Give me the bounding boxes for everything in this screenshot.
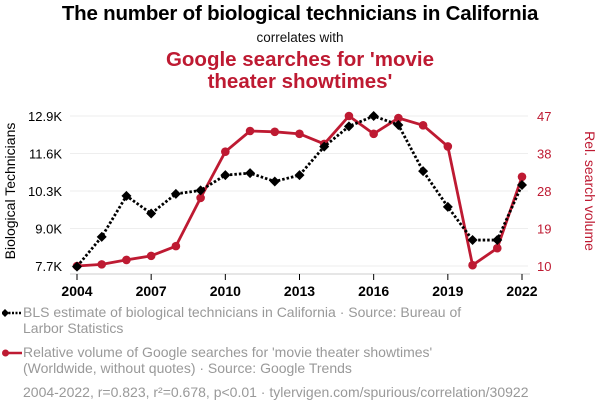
y-right-tick-label: 47 — [537, 109, 551, 124]
x-tick-label: 2022 — [506, 283, 537, 299]
gridlines — [70, 115, 528, 267]
data-point-google-searches — [245, 126, 255, 136]
chart-title-secondary: Google searches for 'movie theater showt… — [165, 48, 435, 93]
y-left-tick-label: 11.6K — [29, 147, 62, 162]
correlation-footer: 2004-2022, r=0.823, r²=0.678, p<0.01 · t… — [23, 384, 529, 400]
chart-subtitle: correlates with — [256, 30, 344, 45]
x-tick-label: 2016 — [358, 283, 389, 299]
y-left-tick-label: 7.7K — [35, 259, 62, 274]
x-tick-label: 2019 — [432, 283, 463, 299]
data-point-biological-technicians — [121, 190, 132, 201]
data-point-biological-technicians — [220, 170, 231, 181]
series-biological-technicians — [72, 111, 527, 272]
y-right-tick-label: 10 — [537, 259, 551, 274]
data-point-biological-technicians — [96, 231, 107, 242]
x-tick-label: 2010 — [210, 283, 241, 299]
data-point-google-searches — [270, 127, 280, 137]
y-left-tick-label: 10.3K — [28, 184, 62, 199]
data-point-google-searches — [295, 129, 304, 139]
y-right-tick-label: 19 — [537, 222, 551, 237]
data-point-google-searches — [171, 241, 181, 251]
legend-label-google-searches: Relative volume of Google searches for '… — [23, 344, 433, 376]
dotted-diamond-marker-icon — [2, 309, 22, 317]
data-point-google-searches — [394, 113, 403, 123]
data-point-google-searches — [221, 147, 230, 156]
data-point-biological-technicians — [442, 201, 453, 212]
data-point-biological-technicians — [467, 235, 478, 246]
data-point-google-searches — [517, 172, 527, 182]
data-point-google-searches — [196, 193, 205, 203]
x-tick-label: 2004 — [61, 283, 92, 299]
data-point-google-searches — [418, 121, 428, 130]
data-point-biological-technicians — [245, 168, 256, 179]
data-point-biological-technicians — [492, 235, 503, 246]
data-point-biological-technicians — [72, 261, 82, 272]
data-point-google-searches — [468, 260, 477, 270]
y-right-tick-label: 28 — [537, 184, 551, 199]
data-point-biological-technicians — [146, 208, 157, 219]
legend-label-technicians: BLS estimate of biological technicians i… — [23, 304, 462, 336]
chart-title: The number of biological technicians in … — [61, 2, 539, 25]
data-point-biological-technicians — [294, 170, 305, 181]
y-left-axis-title: Biological Technicians — [2, 123, 18, 260]
data-point-biological-technicians — [368, 111, 379, 121]
y-left-tick-label: 9.0K — [35, 222, 62, 237]
data-point-biological-technicians — [269, 176, 280, 187]
data-point-biological-technicians — [319, 141, 330, 152]
data-point-google-searches — [492, 243, 502, 253]
x-tick-label: 2013 — [284, 283, 315, 299]
data-point-google-searches — [122, 255, 131, 265]
data-point-google-searches — [146, 251, 156, 261]
data-point-biological-technicians — [517, 179, 527, 190]
circle-line-marker-icon — [2, 349, 22, 357]
data-point-google-searches — [344, 111, 354, 121]
y-right-tick-label: 38 — [537, 147, 551, 162]
data-point-biological-technicians — [343, 121, 354, 132]
y-right-axis-title: Rel. search volume — [582, 131, 598, 251]
data-point-biological-technicians — [393, 119, 404, 130]
data-point-google-searches — [97, 260, 107, 269]
x-tick-label: 2007 — [136, 283, 167, 299]
data-point-google-searches — [443, 142, 453, 151]
data-point-biological-technicians — [170, 188, 181, 199]
axes: 7.7K 9.0K 10.3K 11.6K 12.9K 10 19 28 38 47 2004 200… — [2, 109, 598, 299]
data-point-biological-technicians — [418, 166, 429, 177]
data-point-google-searches — [369, 129, 378, 139]
data-point-biological-technicians — [195, 185, 206, 196]
y-left-tick-label: 12.9K — [28, 109, 62, 124]
